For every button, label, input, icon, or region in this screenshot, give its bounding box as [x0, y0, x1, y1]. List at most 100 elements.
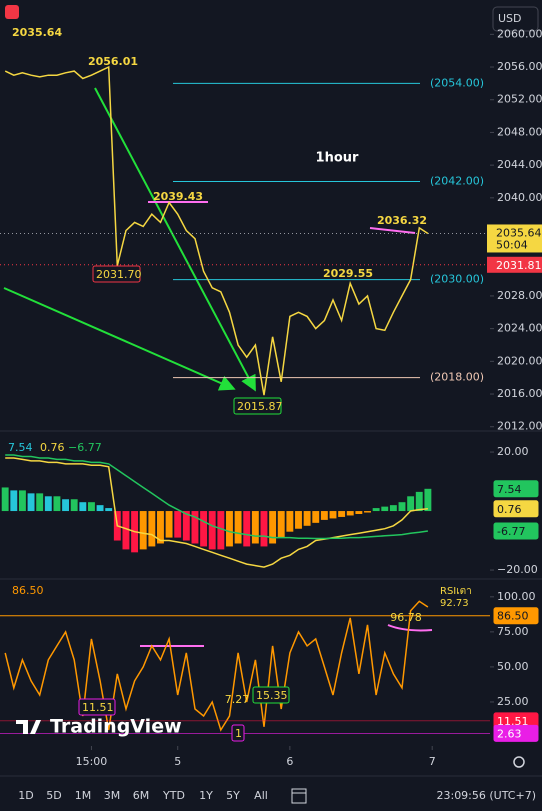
currency[interactable]: USD	[498, 12, 522, 25]
macd-line	[5, 454, 429, 540]
x-tick-label: 6	[286, 755, 293, 768]
y-tick-label: 2044.00	[497, 158, 542, 171]
price-mark-label: 2035.64	[496, 226, 542, 239]
histogram-bar	[36, 493, 44, 512]
axis-value-label: -6.77	[497, 525, 525, 538]
y-tick-label: 100.00	[497, 590, 536, 603]
price-mark-box	[487, 224, 542, 253]
histogram-bar	[424, 488, 432, 512]
logo	[5, 5, 19, 19]
legend-value: 7.54	[8, 441, 33, 454]
price-mark-label: 2031.81	[496, 259, 542, 272]
annotation: 2056.01	[88, 55, 138, 68]
annotation: 7.27	[225, 693, 250, 706]
y-tick-label: 2028.00	[497, 289, 542, 302]
histogram-bar	[260, 511, 268, 547]
histogram-bar	[415, 491, 423, 512]
interval-note: 1hour	[316, 151, 359, 166]
histogram-bar	[277, 511, 285, 538]
histogram-bar	[10, 490, 18, 512]
range-button[interactable]: YTD	[162, 789, 185, 802]
range-button[interactable]: 1D	[18, 789, 33, 802]
histogram-bar	[1, 487, 9, 512]
histogram-bar	[165, 511, 173, 538]
histogram-bar	[243, 511, 251, 547]
level-label: (2030.00)	[430, 273, 484, 286]
range-button[interactable]: 6M	[133, 789, 150, 802]
highlight-line	[369, 227, 416, 234]
histogram-bar	[157, 511, 164, 544]
histogram-bar	[182, 511, 190, 541]
histogram-bar	[96, 505, 104, 512]
histogram-bar	[320, 511, 328, 520]
histogram-bar	[62, 499, 70, 512]
rsi-legend: 86.50	[12, 584, 44, 597]
x-tick-label: 5	[174, 755, 181, 768]
histogram-bar	[372, 508, 380, 512]
histogram-bar	[346, 511, 354, 516]
y-tick-label: −20.00	[497, 563, 538, 576]
histogram-bar	[79, 502, 87, 512]
y-tick-label: 20.00	[497, 445, 529, 458]
annotation: 2031.70	[96, 268, 142, 281]
y-tick-label: 25.00	[497, 695, 529, 708]
range-button[interactable]: 3M	[104, 789, 121, 802]
annotation-box	[92, 265, 141, 283]
histogram-bar	[329, 511, 337, 519]
annotation-box	[233, 397, 282, 415]
rsi-last-label: 92.73	[440, 598, 469, 609]
range-button[interactable]: 5Y	[226, 789, 240, 802]
annotation: 15.35	[256, 689, 288, 702]
y-tick-label: 75.00	[497, 625, 529, 638]
currency-button[interactable]	[492, 6, 539, 32]
y-tick-label: 2020.00	[497, 354, 542, 367]
histogram-bar	[70, 499, 78, 512]
histogram-bar	[27, 493, 35, 512]
rsi-series-label: RSIเตา	[440, 586, 472, 597]
histogram-bar	[208, 511, 216, 550]
highlight-line	[387, 624, 433, 632]
histogram-bar	[122, 511, 130, 550]
axis-mark-label-box	[493, 724, 539, 742]
histogram-bar	[226, 511, 233, 547]
range-button[interactable]: 5D	[46, 789, 61, 802]
legend-value: −6.77	[68, 441, 102, 454]
histogram-bar	[295, 511, 302, 529]
histogram-bar	[407, 496, 415, 512]
annotation-box	[252, 686, 290, 704]
level-axis-label-box	[493, 607, 539, 625]
price-line	[4, 600, 429, 732]
axis-mark-label: 11.51	[497, 715, 529, 728]
histogram-bar	[105, 508, 113, 512]
histogram-bar	[286, 511, 294, 532]
histogram-bar	[87, 502, 95, 512]
histogram-bar	[217, 511, 225, 550]
annotation: 11.51	[82, 701, 114, 714]
histogram-bar	[53, 496, 61, 512]
y-tick-label: 2024.00	[497, 322, 542, 335]
annotation: 2039.43	[153, 190, 203, 203]
annotation: 2015.87	[237, 400, 283, 413]
range-button[interactable]: 1Y	[199, 789, 213, 802]
range-button[interactable]: All	[254, 789, 268, 802]
histogram-bar	[200, 511, 208, 547]
x-tick-label: 7	[429, 755, 436, 768]
histogram-bar	[191, 511, 199, 544]
level-label: (2054.00)	[430, 76, 484, 89]
histogram-bar	[148, 511, 156, 547]
annotation-box	[231, 724, 245, 742]
histogram-bar	[398, 502, 406, 512]
arrow	[94, 87, 256, 392]
axis-value-label: 7.54	[497, 483, 522, 496]
histogram-bar	[355, 511, 363, 514]
range-button[interactable]: 1M	[75, 789, 92, 802]
calendar-icon[interactable]	[291, 788, 307, 804]
watermark-logo	[16, 720, 41, 734]
histogram-bar	[303, 511, 311, 526]
y-tick-label: 2052.00	[497, 93, 542, 106]
settings-icon[interactable]	[513, 756, 525, 768]
level-label: (2018.00)	[430, 371, 484, 384]
histogram-bar	[312, 511, 320, 523]
price-mark-countdown: 50:04	[496, 238, 528, 251]
histogram-bar	[381, 506, 389, 512]
